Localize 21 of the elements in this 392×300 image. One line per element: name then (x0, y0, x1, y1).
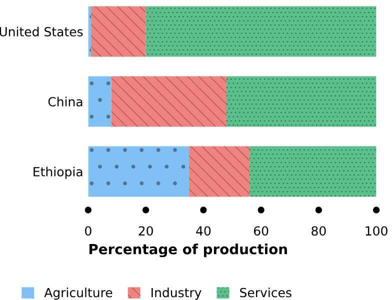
x-axis-title: Percentage of production (89, 244, 287, 258)
x-tick-label: 20 (138, 226, 153, 236)
legend-label: Services (240, 288, 292, 298)
bar (146, 6, 376, 57)
y-tick-label: China (48, 96, 82, 106)
bar (91, 6, 146, 57)
legend-label: Agriculture (44, 288, 112, 300)
x-tick-label: 40 (196, 226, 211, 236)
bar (88, 146, 190, 197)
x-tick-label: 100 (366, 226, 388, 236)
legend-label: Industry (152, 288, 202, 300)
bar (111, 76, 226, 127)
y-tick-label: Ethiopia (34, 166, 82, 179)
bar (88, 76, 112, 127)
x-tick-label: 60 (254, 226, 268, 236)
x-tick-label: 0 (85, 226, 92, 236)
bar (189, 146, 250, 197)
bar (250, 146, 376, 197)
bar (226, 76, 376, 127)
x-tick-label: 80 (312, 226, 326, 236)
y-tick-label: United States (0, 26, 83, 36)
